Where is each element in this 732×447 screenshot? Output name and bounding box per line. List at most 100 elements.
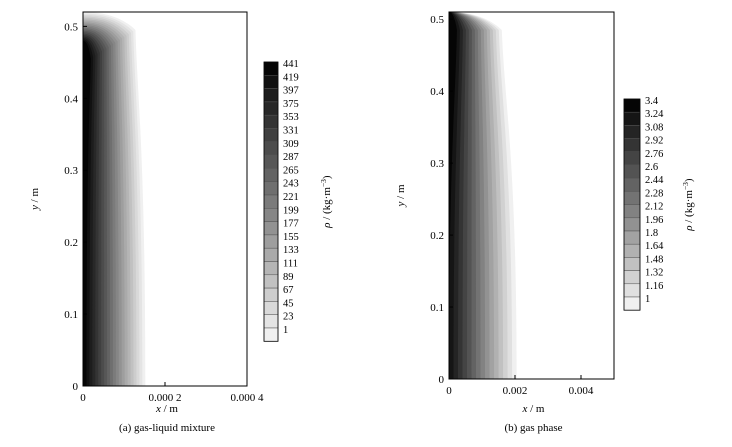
colorbar-swatch [263, 114, 279, 129]
colorbar-level-label: 89 [283, 272, 294, 283]
colorbar-level-label: 1 [645, 294, 650, 305]
colorbar-swatch [263, 208, 279, 222]
colorbar-level-label: 397 [283, 86, 299, 97]
colorbar-level-label: 265 [283, 165, 299, 176]
y-tick-label: 0.1 [64, 309, 78, 321]
colorbar-swatch [623, 191, 641, 205]
colorbar-level-label: 2.28 [645, 188, 663, 199]
colorbar-level-label: 1 [283, 325, 288, 336]
colorbar-swatch [263, 168, 279, 182]
colorbar-swatch [263, 247, 279, 262]
colorbar-level-label: 67 [283, 285, 294, 296]
colorbar-outline [623, 98, 641, 311]
colorbar-level-label: 419 [283, 72, 299, 83]
colorbar-level-label: 3.4 [645, 96, 659, 107]
colorbar-level-label: 2.6 [645, 162, 658, 173]
colorbar-level-label: 1.96 [645, 215, 663, 226]
colorbar-swatch [263, 261, 279, 276]
colorbar-swatch [623, 283, 641, 298]
panel-caption: (b) gas phase [504, 422, 562, 434]
colorbar-level-label: 111 [283, 259, 298, 270]
colorbar-level-label: 1.64 [645, 241, 664, 252]
colorbar-outline [263, 61, 279, 342]
x-tick-label: 0.002 [503, 385, 528, 397]
y-tick-label: 0.4 [430, 86, 444, 98]
colorbar-swatch [623, 125, 641, 139]
colorbar-swatch [623, 177, 641, 192]
colorbar-swatch [623, 257, 641, 271]
x-axis-ticks: 0 0.000 2 0.000 4 [80, 382, 264, 404]
colorbar-level-label: 1.8 [645, 228, 658, 239]
colorbar-swatch [623, 217, 641, 232]
colorbar-swatch [263, 194, 279, 209]
colorbar-level-label: 45 [283, 298, 294, 309]
x-tick-label: 0.000 2 [149, 392, 182, 404]
y-axis-ticks: 0 0.1 0.2 0.3 0.4 0.5 [64, 21, 87, 393]
panel-caption: (a) gas-liquid mixture [119, 422, 215, 434]
x-tick-label: 0 [446, 385, 452, 397]
colorbar-level-label: 199 [283, 205, 299, 216]
colorbar-swatch [623, 230, 641, 245]
colorbar-level-label: 243 [283, 179, 299, 190]
colorbar-level-label: 2.12 [645, 202, 663, 213]
colorbar-swatch [263, 274, 279, 289]
colorbar-level-label: 3.08 [645, 122, 663, 133]
colorbar-legend: 3.4 3.24 3.08 2.92 2.76 2.6 2.44 2.28 2.12 1.96 1.… [623, 96, 664, 311]
colorbar-level-label: 309 [283, 139, 299, 150]
y-tick-label: 0.2 [64, 237, 78, 249]
colorbar-swatch [623, 151, 641, 166]
y-axis-label: y / m [29, 188, 41, 211]
colorbar-level-label: 3.24 [645, 109, 664, 120]
colorbar-level-label: 177 [283, 219, 299, 230]
colorbar-level-label: 2.76 [645, 149, 663, 160]
contour-band [83, 40, 91, 387]
colorbar-swatch [263, 61, 279, 76]
colorbar-swatch [623, 138, 641, 153]
colorbar-level-label: 155 [283, 232, 299, 243]
colorbar-swatch [263, 88, 279, 103]
colorbar-swatch [623, 270, 641, 285]
colorbar-swatch [623, 98, 641, 113]
colorbar-swatch [263, 141, 279, 156]
colorbar-legend: 441 419 397 375 353 331 309 287 265 243 221 199 177 1… [263, 59, 299, 342]
colorbar-level-label: 353 [283, 112, 299, 123]
colorbar-swatch [263, 128, 279, 143]
x-axis-label: x / m [521, 403, 544, 415]
colorbar-level-label: 375 [283, 99, 299, 110]
colorbar-swatch [623, 111, 641, 126]
y-axis-ticks: 0 0.1 0.2 0.3 0.4 0.5 [430, 14, 453, 386]
y-tick-label: 0 [439, 374, 445, 386]
density-contour-fill [449, 12, 517, 379]
colorbar-swatch [263, 101, 279, 116]
y-tick-label: 0.2 [430, 230, 444, 242]
colorbar-level-label: 287 [283, 152, 299, 163]
colorbar-level-label: 133 [283, 245, 299, 256]
colorbar-swatch [263, 75, 279, 89]
x-axis-label: x / m [155, 403, 178, 415]
colorbar-level-label: 441 [283, 59, 299, 70]
colorbar-level-label: 2.92 [645, 136, 663, 147]
colorbar-swatch [263, 301, 279, 315]
y-tick-label: 0.5 [64, 21, 78, 33]
colorbar-swatch [263, 221, 279, 236]
y-tick-label: 0.3 [64, 165, 78, 177]
y-tick-label: 0.3 [430, 158, 444, 170]
y-tick-label: 0.1 [430, 302, 444, 314]
colorbar-level-label: 23 [283, 312, 294, 323]
y-tick-label: 0 [73, 381, 79, 393]
colorbar-swatch [623, 296, 641, 311]
x-tick-label: 0 [80, 392, 86, 404]
colorbar-swatch [263, 234, 279, 249]
colorbar-level-label: 2.44 [645, 175, 664, 186]
contour-band [449, 12, 457, 379]
colorbar-title: ρ / (kg·m−3) [319, 175, 334, 229]
colorbar-swatch [263, 314, 279, 329]
x-tick-label: 0.000 4 [231, 392, 265, 404]
x-axis-ticks: 0 0.002 0.004 [446, 375, 594, 397]
colorbar-swatch [263, 181, 279, 196]
plot-frame [448, 11, 615, 380]
density-contour-fill [83, 12, 146, 387]
colorbar-swatch [263, 154, 279, 169]
colorbar-title: ρ / (kg·m−3) [681, 178, 696, 232]
